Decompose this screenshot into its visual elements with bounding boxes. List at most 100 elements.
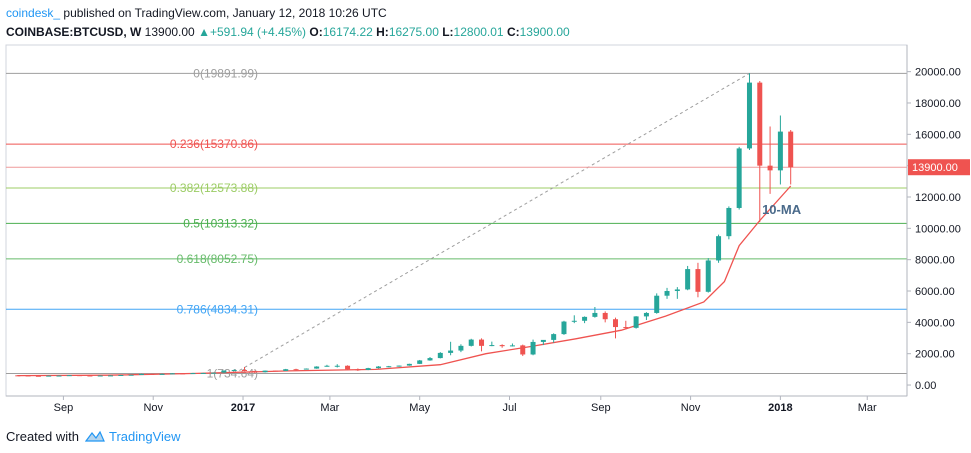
last-price-badge [908, 159, 970, 176]
candle-body [458, 345, 464, 351]
candle-body [633, 316, 639, 328]
candle-body [345, 365, 351, 370]
fib-label-0.618: 0.618(8052.75) [177, 252, 258, 266]
price-tick-label: 0.00 [915, 380, 936, 392]
price-chart[interactable]: 0(19891.99) 0.236(15370.86) 0.382(12573.88… [0, 40, 971, 420]
ohlc-line: COINBASE:BTCUSD, W 13900.00 ▲+591.94 (+4… [6, 24, 966, 40]
candle-body [211, 372, 217, 374]
candle-body [56, 375, 62, 377]
candle-body [479, 339, 485, 346]
candle-body [231, 369, 237, 371]
candle-body [757, 82, 763, 166]
candle-body [283, 369, 289, 371]
candle-body [643, 312, 649, 317]
fib-label-0.786: 0.786(4834.31) [177, 302, 258, 316]
price-tick-label: 12000.00 [915, 192, 961, 204]
candle-body [674, 289, 680, 292]
candle-body [272, 370, 278, 372]
candle-body [25, 375, 31, 377]
candle-body [499, 345, 505, 347]
change-value: +591.94 (+4.45%) [209, 25, 307, 39]
ma-line [17, 185, 792, 377]
plot-frame [5, 44, 908, 397]
publish-text: published on TradingView.com, January 12… [63, 6, 387, 20]
price-tick-label: 2000.00 [915, 349, 955, 361]
candle-body [623, 327, 629, 329]
candle-body [417, 360, 423, 364]
publish-line: coindesk_ published on TradingView.com, … [6, 5, 966, 21]
candle-body [695, 269, 701, 292]
candle-body [108, 375, 114, 377]
time-tick-label: May [409, 402, 430, 414]
price-tick-label: 16000.00 [915, 129, 961, 141]
candle-body [46, 375, 52, 377]
candle-body [334, 365, 340, 367]
low-value: 12800.01 [453, 25, 504, 39]
candle-body [736, 148, 742, 208]
time-tick-label: Mar [858, 402, 877, 414]
candle-body [200, 372, 206, 374]
candle-body [685, 269, 691, 290]
time-tick-label: Nov [681, 402, 701, 414]
candle-body [767, 165, 773, 171]
tradingview-logo-icon [84, 430, 105, 442]
fib-label-0.5: 0.5(10313.32) [183, 216, 258, 230]
price-tick-label: 10000.00 [915, 223, 961, 235]
candle-body [448, 350, 454, 353]
candle-body [149, 373, 155, 375]
fib-label-0.236: 0.236(15370.86) [170, 137, 258, 151]
candle-body [190, 373, 196, 375]
candle-body [118, 375, 124, 377]
candle-body [35, 375, 41, 377]
time-tick-label: Jul [502, 402, 516, 414]
candle-body [324, 365, 330, 367]
candle-body [705, 260, 711, 292]
candle-body [540, 339, 546, 342]
open-value: 16174.22 [322, 25, 373, 39]
candle-body [252, 370, 258, 373]
candle-body [777, 131, 783, 171]
last-price: 13900.00 [144, 25, 195, 39]
candle-body [468, 339, 474, 346]
chart-header: coindesk_ published on TradingView.com, … [6, 5, 966, 40]
low-label: L: [442, 25, 454, 39]
candle-body [293, 369, 299, 371]
candle-body [15, 375, 21, 377]
candle-body [509, 345, 515, 347]
close-label: C: [506, 25, 520, 39]
candle-body [138, 373, 144, 375]
candle-body [66, 375, 72, 377]
fib-label-0: 0(19891.99) [193, 66, 258, 80]
candle-body [602, 312, 608, 320]
candle-body [77, 375, 83, 377]
candle-body [128, 374, 134, 376]
candle-body [159, 373, 165, 375]
last-price-badge-label: 13900.00 [912, 162, 958, 174]
candle-body [582, 316, 588, 321]
symbol-label: COINBASE:BTCUSD, W [6, 25, 142, 39]
candle-body [489, 345, 495, 347]
candle-body [221, 370, 227, 373]
candle-body [262, 370, 268, 373]
tradingview-brand-label: TradingView [108, 428, 181, 444]
candle-body [613, 319, 618, 328]
candle-body [592, 312, 598, 317]
time-tick-label: Sep [591, 402, 611, 414]
candle-body [314, 366, 320, 369]
chart-area[interactable]: 0(19891.99) 0.236(15370.86) 0.382(12573.88… [0, 40, 971, 420]
candle-body [571, 320, 577, 322]
candle-body [664, 291, 670, 296]
change-arrow-icon: ▲ [198, 25, 210, 39]
candle-body [788, 131, 794, 168]
price-tick-label: 20000.00 [915, 67, 961, 79]
author-link[interactable]: coindesk_ [6, 6, 61, 20]
open-label: O: [309, 25, 323, 39]
candle-body [365, 368, 371, 370]
candle-body [386, 366, 392, 368]
time-tick-label: 2017 [231, 402, 255, 414]
candle-body [551, 334, 557, 340]
close-value: 13900.00 [519, 25, 570, 39]
candle-body [561, 321, 567, 335]
candle-body [726, 207, 732, 237]
tradingview-link[interactable]: TradingView [84, 428, 181, 444]
